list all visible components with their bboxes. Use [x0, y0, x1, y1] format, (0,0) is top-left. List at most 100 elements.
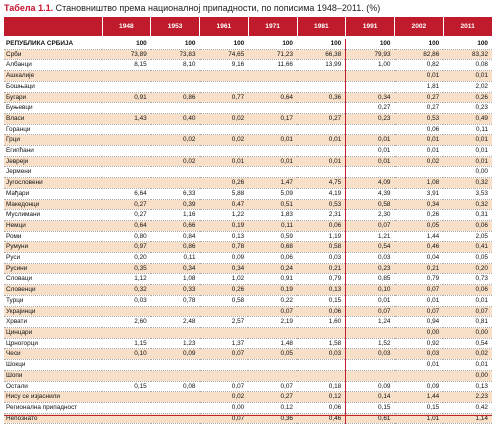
total-row: РЕПУБЛИКА СРБИЈА 100 100 100 100 100 100 100 100	[4, 39, 492, 50]
cell-value	[199, 145, 249, 157]
cell-value: 0,32	[102, 284, 151, 296]
cell-value: 0,13	[443, 381, 492, 393]
row-label: РЕПУБЛИКА СРБИЈА	[4, 39, 102, 50]
cell-value: 1,44	[394, 231, 444, 243]
cell-value: 1,43	[102, 113, 151, 125]
table-row: Буњевци 0,27 0,27 0,23	[4, 102, 492, 114]
row-label: Буњевци	[4, 102, 102, 114]
cell-value: 2,19	[248, 316, 297, 328]
row-label: Бошњаци	[4, 81, 102, 93]
header-year: 2011	[443, 17, 493, 36]
cell-value	[297, 359, 346, 371]
cell-value: 0,03	[345, 348, 395, 361]
cell-value: 0,02	[199, 113, 249, 125]
row-label: Чеси	[4, 348, 102, 361]
header-year: 1961	[199, 17, 249, 36]
cell-value: 0,02	[150, 134, 200, 147]
cell-value: 1,24	[345, 316, 395, 328]
cell-value: 0,02	[150, 156, 200, 168]
table-row: Шопи 0,00	[4, 370, 492, 382]
cell-value: 1,19	[297, 231, 346, 243]
header-year: 1971	[248, 17, 298, 36]
cell-value	[345, 359, 395, 371]
table-row: Македонци 0,27 0,39 0,47 0,51 0,53 0,58 0,34 0,3…	[4, 199, 492, 211]
cell-value: 0,02	[443, 348, 492, 361]
table-row: Јевреји 0,02 0,01 0,01 0,01 0,01 0,02 0,01	[4, 156, 492, 168]
cell-value: 71,23	[248, 49, 297, 61]
cell-value: 4,09	[345, 177, 395, 189]
cell-value: 0,34	[199, 263, 249, 275]
cell-value: 0,08	[150, 381, 200, 393]
row-label: Македонци	[4, 199, 102, 211]
table-row: Шокци 0,01 0,01	[4, 359, 492, 371]
cell-value: 100	[199, 39, 249, 50]
cell-value: 0,97	[102, 241, 151, 254]
cell-value: 83,32	[443, 49, 492, 61]
cell-value: 0,07	[345, 306, 395, 318]
cell-value: 0,02	[199, 391, 249, 403]
cell-value: 8,15	[102, 59, 151, 72]
table-row: Словенци 0,32 0,33 0,26 0,19 0,13 0,10 0,07 0,06	[4, 284, 492, 296]
table-row: Горанци 0,06 0,11	[4, 124, 492, 136]
cell-value: 100	[297, 39, 346, 50]
cell-value: 2,23	[443, 391, 492, 403]
cell-value: 0,64	[248, 92, 297, 104]
cell-value	[345, 70, 395, 82]
row-label: Остали	[4, 381, 102, 393]
cell-value	[102, 145, 151, 157]
cell-value	[297, 102, 346, 114]
cell-value: 0,06	[394, 124, 444, 136]
cell-value: 1,12	[102, 273, 151, 286]
cell-value	[150, 370, 200, 382]
row-label: Русини	[4, 263, 102, 275]
cell-value	[150, 102, 200, 114]
cell-value	[102, 124, 151, 136]
cell-value: 4,75	[297, 177, 346, 189]
table-row: Власи 1,43 0,40 0,02 0,17 0,27 0,23 0,53 0,49	[4, 113, 492, 125]
cell-value: 1,16	[150, 209, 200, 221]
table-row: Хрвати 2,60 2,48 2,57 2,19 1,60 1,24 0,94 0,81	[4, 316, 492, 328]
bottom-divider	[4, 415, 492, 416]
cell-value: 0,02	[394, 156, 444, 168]
table-row: Чеси 0,10 0,09 0,07 0,05 0,03 0,03 0,03 0,02	[4, 348, 492, 361]
cell-value: 13,99	[297, 59, 346, 72]
cell-value	[199, 70, 249, 82]
cell-value	[199, 306, 249, 318]
cell-value: 0,12	[248, 402, 297, 414]
cell-value: 0,07	[248, 381, 297, 393]
cell-value: 0,91	[102, 92, 151, 104]
table-row: Русини 0,35 0,34 0,34 0,24 0,21 0,23 0,21 0,20	[4, 263, 492, 275]
cell-value	[297, 124, 346, 136]
cell-value: 0,08	[443, 59, 492, 72]
cell-value: 11,66	[248, 59, 297, 72]
row-label: Јевреји	[4, 156, 102, 168]
cell-value: 0,53	[297, 199, 346, 211]
cell-value: 0,79	[297, 273, 346, 286]
cell-value: 0,06	[297, 306, 346, 318]
cell-value: 0,01	[199, 156, 249, 168]
row-label: Цинцари	[4, 327, 102, 339]
cell-value: 66,38	[297, 49, 346, 61]
cell-value: 0,06	[297, 220, 346, 232]
cell-value: 0,00	[443, 327, 492, 339]
cell-value: 0,00	[443, 370, 492, 382]
cell-value: 0,32	[443, 177, 492, 189]
cell-value	[150, 70, 200, 82]
row-label: Нису се изјаснили	[4, 391, 102, 403]
table-row: Грци 0,02 0,02 0,01 0,01 0,01 0,01 0,01	[4, 134, 492, 147]
cell-value	[199, 81, 249, 93]
cell-value: 73,89	[102, 49, 151, 61]
cell-value	[248, 70, 297, 82]
cell-value: 0,14	[345, 391, 395, 403]
cell-value: 0,34	[345, 92, 395, 104]
cell-value: 73,83	[150, 49, 200, 61]
row-label: Румуни	[4, 241, 102, 254]
table-row: Румуни 0,97 0,86 0,78 0,68 0,58 0,54 0,46 0,41	[4, 241, 492, 254]
row-label: Муслимани	[4, 209, 102, 221]
cell-value: 1,81	[394, 81, 444, 93]
cell-value: 0,01	[443, 156, 492, 168]
cell-value	[102, 359, 151, 371]
cell-value	[394, 166, 444, 179]
table-row: Мађари 6,64 6,33 5,88 5,09 4,19 4,39 3,91 3,53	[4, 188, 492, 200]
cell-value: 0,00	[199, 402, 249, 414]
